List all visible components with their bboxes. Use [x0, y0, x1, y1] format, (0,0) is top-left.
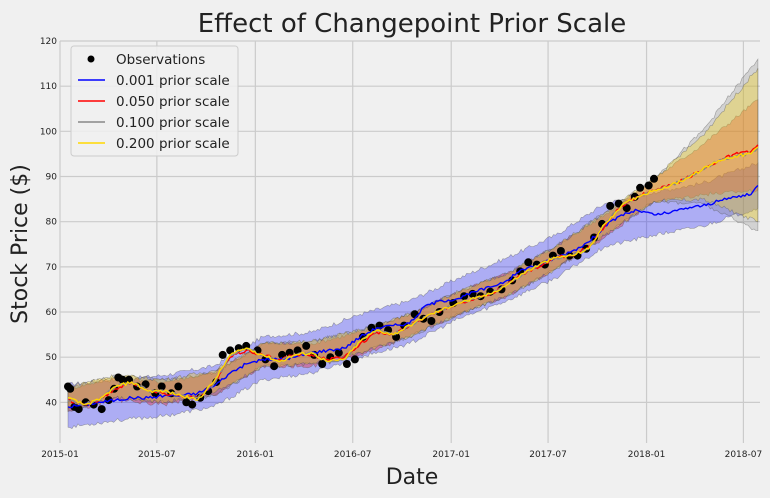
- y-tick-label: 90: [46, 173, 58, 183]
- y-tick-label: 50: [46, 353, 58, 363]
- observation-point: [524, 258, 533, 267]
- y-tick-label: 100: [40, 127, 57, 137]
- legend-marker: [87, 55, 95, 63]
- legend-label: 0.001 prior scale: [116, 73, 230, 89]
- legend-label: 0.050 prior scale: [116, 94, 230, 110]
- y-tick-label: 60: [46, 308, 58, 318]
- y-tick-label: 120: [40, 37, 57, 47]
- observation-point: [118, 375, 127, 384]
- y-tick-label: 110: [40, 82, 57, 92]
- observation-point: [606, 201, 615, 210]
- line-0-200-prior-scale: [68, 146, 759, 406]
- observation-point: [188, 400, 197, 409]
- observation-point: [174, 382, 183, 391]
- legend-item: 0.100 prior scale: [78, 115, 230, 131]
- observation-point: [66, 384, 75, 393]
- confidence-bands: [67, 58, 759, 429]
- y-tick-label: 70: [46, 263, 58, 273]
- x-tick-label: 2017-01: [432, 450, 470, 460]
- observation-point: [636, 183, 645, 192]
- chart-title: Effect of Changepoint Prior Scale: [198, 9, 626, 39]
- x-tick-label: 2018-01: [628, 450, 666, 460]
- y-axis-label: Stock Price ($): [8, 164, 33, 324]
- legend-box: [70, 45, 239, 157]
- observation-point: [218, 350, 227, 359]
- legend-label: 0.100 prior scale: [116, 115, 230, 131]
- x-tick-label: 2016-01: [237, 450, 275, 460]
- legend-items: Observations 0.001 prior scale 0.050 prior…: [78, 52, 230, 152]
- observation-point: [614, 199, 623, 208]
- observation-point: [302, 341, 311, 350]
- x-tick-label: 2016-07: [334, 450, 372, 460]
- observation-point: [285, 348, 294, 357]
- x-tick-label: 2015-01: [41, 450, 79, 460]
- observation-point: [293, 346, 302, 355]
- observation-point: [342, 360, 351, 368]
- legend-label: 0.200 prior scale: [116, 136, 230, 152]
- observation-point: [350, 355, 359, 364]
- series-lines: [67, 144, 759, 409]
- observation-point: [74, 405, 83, 414]
- observation-point: [556, 247, 565, 255]
- observation-point: [318, 360, 327, 368]
- observation-point: [157, 382, 166, 391]
- y-tick-label: 80: [46, 218, 58, 228]
- tick-labels: 40 50 60 70 80 90 100 110 120 2015-01 2015-07 2016-…: [40, 37, 762, 460]
- observation-point: [97, 405, 106, 414]
- observation-point: [650, 174, 658, 183]
- legend-item: 0.001 prior scale: [78, 73, 230, 89]
- observation-point: [270, 362, 279, 371]
- legend-item: 0.050 prior scale: [78, 94, 230, 110]
- legend-item: Observations: [87, 52, 205, 68]
- observation-point: [334, 348, 343, 357]
- x-tick-label: 2015-07: [138, 450, 176, 460]
- x-axis-label: Date: [386, 465, 439, 490]
- observation-point: [644, 181, 653, 190]
- observation-point: [410, 310, 419, 319]
- observation-point: [427, 317, 436, 325]
- observation-point: [622, 204, 631, 213]
- band-0-200-prior-scale: [67, 67, 759, 410]
- legend-label: Observations: [116, 52, 205, 68]
- y-tick-label: 40: [46, 398, 58, 408]
- x-tick-label: 2017-07: [529, 450, 567, 460]
- x-tick-label: 2018-07: [725, 450, 763, 460]
- legend: Observations 0.001 prior scale 0.050 prior…: [70, 45, 239, 157]
- legend-item: 0.200 prior scale: [78, 136, 230, 152]
